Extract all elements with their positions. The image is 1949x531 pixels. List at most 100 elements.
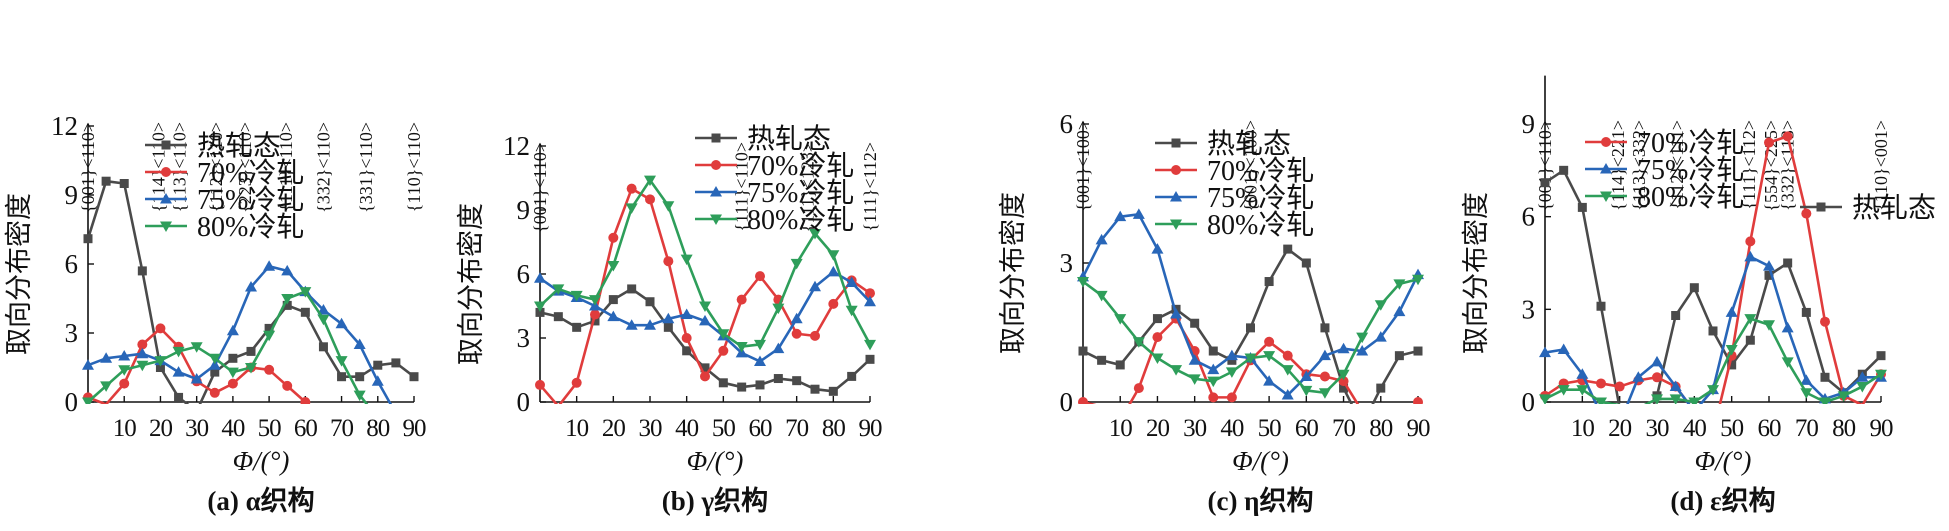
texture-annotation: {111}<110> xyxy=(276,122,296,212)
texture-annotation: {111}<123> xyxy=(798,142,818,232)
data-point xyxy=(735,342,748,353)
data-point xyxy=(264,364,275,375)
texture-annotation: {111}<112> xyxy=(1739,120,1759,210)
data-point xyxy=(371,375,384,386)
legend-label: 75%冷轧 xyxy=(1207,182,1314,214)
texture-annotation: {001}<100> xyxy=(1073,120,1093,212)
data-point xyxy=(228,353,238,363)
legend-marker xyxy=(711,133,721,143)
data-point xyxy=(264,323,274,333)
data-point xyxy=(809,280,821,292)
data-point xyxy=(1152,314,1162,324)
texture-annotation: {001}<100> xyxy=(1241,120,1261,212)
y-tick-label: 0 xyxy=(1060,387,1074,417)
data-point xyxy=(1820,372,1830,382)
data-point xyxy=(1227,355,1237,365)
legend-marker xyxy=(161,167,171,177)
legend-marker xyxy=(160,193,172,204)
x-tick-label: 50 xyxy=(1720,415,1744,442)
data-point xyxy=(227,378,238,389)
data-point xyxy=(845,276,858,288)
data-point xyxy=(864,339,876,351)
data-point xyxy=(263,330,276,342)
x-tick-label: 30 xyxy=(639,415,663,442)
data-point xyxy=(828,298,839,309)
data-point xyxy=(534,272,546,283)
data-point xyxy=(100,381,113,392)
data-point xyxy=(1820,316,1830,327)
data-point xyxy=(791,328,802,339)
data-point xyxy=(810,330,820,341)
data-point xyxy=(1170,307,1183,319)
data-point xyxy=(1095,290,1108,302)
data-point xyxy=(1133,383,1144,394)
x-tick-label: 40 xyxy=(675,415,699,442)
y-tick-label: 12 xyxy=(503,131,530,161)
data-point xyxy=(299,287,312,298)
data-point xyxy=(1300,385,1313,397)
plot-area xyxy=(534,175,876,404)
data-point xyxy=(1725,306,1738,317)
series-line xyxy=(1082,277,1419,395)
data-point xyxy=(118,365,131,376)
data-point xyxy=(534,301,546,312)
data-point xyxy=(1393,305,1406,317)
data-point xyxy=(1300,370,1313,382)
data-point xyxy=(1781,357,1794,368)
plot-area xyxy=(1077,208,1424,404)
legend-label: 70%冷轧 xyxy=(197,157,304,189)
data-point xyxy=(1837,391,1850,402)
legend-marker xyxy=(1601,137,1611,147)
data-point xyxy=(282,300,292,310)
data-point xyxy=(1783,258,1793,268)
data-point xyxy=(552,284,565,295)
series-2 xyxy=(82,260,393,404)
y-tick-label: 3 xyxy=(65,318,79,348)
legend-item: 75%冷轧 xyxy=(1155,182,1314,214)
data-point xyxy=(1318,388,1331,399)
data-point xyxy=(1595,397,1607,404)
legend-marker xyxy=(1600,163,1612,174)
data-point xyxy=(571,377,582,388)
data-point xyxy=(572,322,582,332)
data-point xyxy=(1652,372,1662,383)
data-point xyxy=(1188,374,1201,385)
legend-item: 75%冷轧 xyxy=(1585,154,1744,186)
data-point xyxy=(1281,365,1294,376)
data-point xyxy=(335,356,348,367)
x-tick-label: 20 xyxy=(1608,415,1632,442)
series-0 xyxy=(1078,244,1423,404)
data-point xyxy=(607,260,620,272)
data-point xyxy=(300,397,311,404)
data-point xyxy=(1671,311,1681,321)
data-point xyxy=(626,183,637,194)
series-3 xyxy=(1539,314,1887,404)
data-point xyxy=(681,333,692,343)
data-point xyxy=(1151,243,1164,254)
y-axis-label: 取向分布密度 xyxy=(4,193,34,355)
data-point xyxy=(607,310,620,322)
data-point xyxy=(1651,355,1663,367)
data-point xyxy=(790,258,803,270)
data-point xyxy=(1356,345,1369,356)
legend-marker xyxy=(711,160,721,170)
y-tick-label: 3 xyxy=(1522,294,1536,324)
x-axis-label: Φ/(°) xyxy=(1232,446,1289,476)
data-point xyxy=(1339,383,1349,393)
plot-area xyxy=(82,176,419,404)
data-point xyxy=(246,346,256,356)
data-point xyxy=(1264,336,1275,347)
data-point xyxy=(570,290,583,302)
data-point xyxy=(1412,274,1424,286)
texture-annotation: {112}<110> xyxy=(206,122,226,212)
y-tick-label: 6 xyxy=(517,259,531,289)
data-point xyxy=(1764,270,1774,280)
data-point xyxy=(1708,326,1718,336)
data-point xyxy=(1356,332,1369,344)
data-point xyxy=(590,316,600,326)
panel-c: 0 3 6 10 20 30 40 50 60 70 80 90 {001}<100> {001}<100… xyxy=(998,109,1431,516)
texture-annotation: {001}<110> xyxy=(1535,120,1555,211)
y-tick-label: 9 xyxy=(517,195,531,225)
data-point xyxy=(553,312,563,322)
series-1 xyxy=(83,323,311,404)
